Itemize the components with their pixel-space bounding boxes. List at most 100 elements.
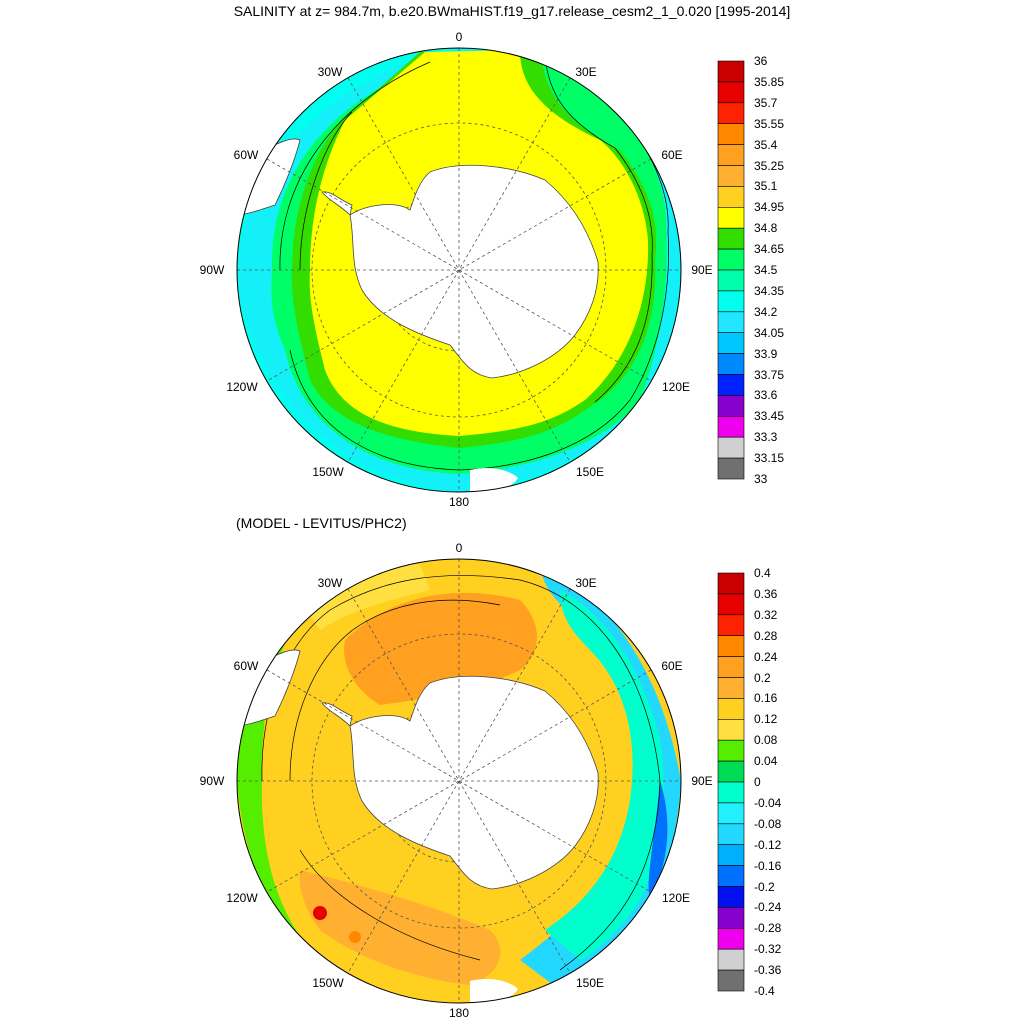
colorbar-swatch [717,457,745,480]
colorbar-tick-label: 34.95 [754,200,785,215]
longitude-label: 150E [575,465,605,479]
colorbar-tick-label: -0.32 [754,942,782,957]
colorbar-tick-label: 0.24 [754,649,778,664]
colorbar-swatch [717,311,745,333]
colorbar-tick-label: 36 [754,54,768,68]
colorbar-swatch [717,969,745,992]
colorbar-swatch [717,865,745,887]
colorbar-swatch [717,415,745,438]
colorbar-swatch [717,907,745,929]
colorbar-tick-label: 0.36 [754,586,778,601]
antarctica-landmass [349,675,599,890]
colorbar-tick-label: 34.05 [754,325,785,340]
colorbar-tick-label: 0.28 [754,628,778,643]
colorbar-swatch [717,635,745,657]
longitude-label: 60W [233,659,259,673]
difference-contour-line [261,575,661,971]
colorbar-tick-label: -0.16 [754,858,782,873]
colorbar-swatch [717,823,745,845]
colorbar-swatch [717,186,745,208]
colorbar-swatch [717,677,745,699]
colorbar-tick-label: 0.16 [754,691,778,706]
colorbar-swatch [717,395,745,417]
longitude-label: 30W [317,576,343,590]
colorbar-tick-label: 35.7 [754,95,778,110]
salinity-map [236,47,682,493]
difference-strong-negative [648,780,668,900]
salinity-contour-line [299,57,653,403]
colorbar-swatch [717,739,745,762]
salinity-contour-line [279,61,669,471]
colorbar-swatch [717,353,745,375]
colorbar-tick-label: -0.28 [754,921,782,936]
colorbar-tick-label: -0.12 [754,837,782,852]
longitude-label: 120W [226,380,258,394]
colorbar-tick-label: 35.85 [754,74,785,89]
difference-panel-title: (MODEL - LEVITUS/PHC2) [236,515,407,531]
antarctic-peninsula [321,702,353,727]
longitude-label: 0 [455,541,463,555]
longitude-label: 90W [199,774,225,788]
longitude-label: 90E [691,263,713,277]
colorbar-swatch [717,802,745,825]
colorbar-tick-label: -0.4 [754,984,775,998]
colorbar-swatch [717,781,745,804]
colorbar-swatch [717,886,745,908]
longitude-label: 30E [575,65,597,79]
colorbar-tick-label: 33.6 [754,388,778,403]
difference-contour-line [289,599,501,961]
longitude-label: 120W [226,891,258,905]
map-boundary [236,47,682,493]
colorbar-swatch [717,760,745,783]
colorbar-tick-label: 0.12 [754,712,778,727]
colorbar-swatch [717,656,745,678]
colorbar-tick-label: -0.36 [754,963,782,978]
colorbar-tick-label: 0.04 [754,754,778,769]
colorbar-swatch [717,144,745,166]
antarctica-landmass [349,164,599,379]
colorbar-tick-label: 33.9 [754,346,778,361]
colorbar-swatch [717,269,745,292]
colorbar-swatch [717,718,745,741]
longitude-label: 90W [199,263,225,277]
colorbar-tick-label: 35.4 [754,137,778,152]
figure-title: SALINITY at z= 984.7m, b.e20.BWmaHIST.f1… [233,3,791,19]
colorbar-tick-label: 34.8 [754,221,778,236]
difference-map [236,558,682,1004]
colorbar-tick-label: 35.55 [754,116,785,131]
longitude-label: 60E [661,659,683,673]
colorbar-tick-label: 33.45 [754,409,785,424]
colorbar-tick-label: 34.2 [754,304,778,319]
difference-hotspot-secondary [349,931,361,943]
colorbar-tick-label: 34.5 [754,263,778,277]
longitude-label: 0 [455,30,463,44]
colorbar-tick-label: 0.32 [754,607,778,622]
map-boundary [236,558,682,1004]
colorbar-tick-label: 0.2 [754,670,771,685]
difference-positive-south [299,870,501,985]
colorbar-tick-label: 35.25 [754,158,785,173]
difference-colorbar [717,572,745,992]
longitude-label: 60W [233,148,259,162]
longitude-label: 60E [661,148,683,162]
difference-yellow-band [300,564,430,630]
longitude-label: 90E [691,774,713,788]
difference-hotspot [313,906,327,920]
antarctic-peninsula [321,191,353,216]
longitude-label: 180 [448,495,470,509]
colorbar-tick-label: 0.4 [754,566,771,580]
colorbar-swatch [717,123,745,145]
colorbar-swatch [717,102,745,125]
colorbar-tick-label: 35.1 [754,179,778,194]
colorbar-swatch [717,227,745,250]
longitude-label: 150W [312,976,344,990]
colorbar-swatch [717,927,745,950]
colorbar-tick-label: -0.08 [754,816,782,831]
colorbar-tick-label: 33.3 [754,430,778,445]
colorbar-tick-label: 0 [754,775,761,789]
colorbar-swatch [717,844,745,866]
salinity-colorbar [717,60,745,480]
colorbar-tick-label: -0.24 [754,900,782,915]
colorbar-swatch [717,698,745,720]
